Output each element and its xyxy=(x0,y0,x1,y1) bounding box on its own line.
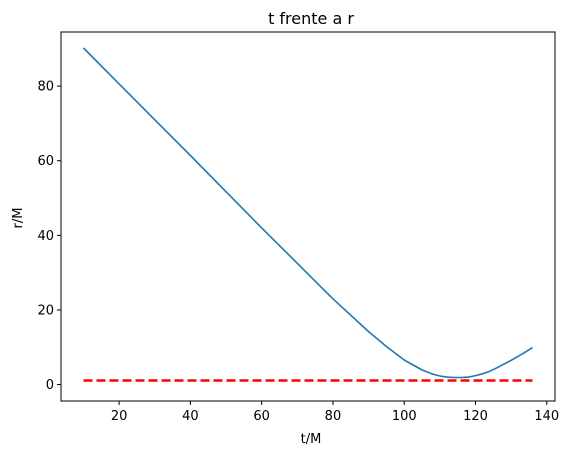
plot-area xyxy=(61,32,555,401)
chart-title: t frente a r xyxy=(268,9,354,28)
x-tick-label: 40 xyxy=(182,409,199,424)
y-axis-label: r/M xyxy=(11,208,26,229)
x-tick-label: 100 xyxy=(392,409,417,424)
y-tick-label: 40 xyxy=(37,229,54,244)
axes-frame xyxy=(60,31,556,402)
series-line-1 xyxy=(82,47,533,379)
y-tick-label: 0 xyxy=(46,378,54,393)
x-tick-label: 140 xyxy=(534,409,559,424)
y-tick-label: 20 xyxy=(37,303,54,318)
x-tick-label: 20 xyxy=(111,409,128,424)
axes-layer: 20 40 60 80 100 120 140 0 20 40 60 80 xyxy=(37,31,559,424)
series-layer xyxy=(82,47,533,382)
plot-background xyxy=(61,32,555,401)
y-tick-label: 60 xyxy=(37,154,54,169)
x-axis-label: t/M xyxy=(301,432,322,447)
x-tick-label: 60 xyxy=(253,409,270,424)
x-tick-label: 80 xyxy=(325,409,342,424)
y-tick-label: 80 xyxy=(37,80,54,95)
x-tick-label: 120 xyxy=(463,409,488,424)
